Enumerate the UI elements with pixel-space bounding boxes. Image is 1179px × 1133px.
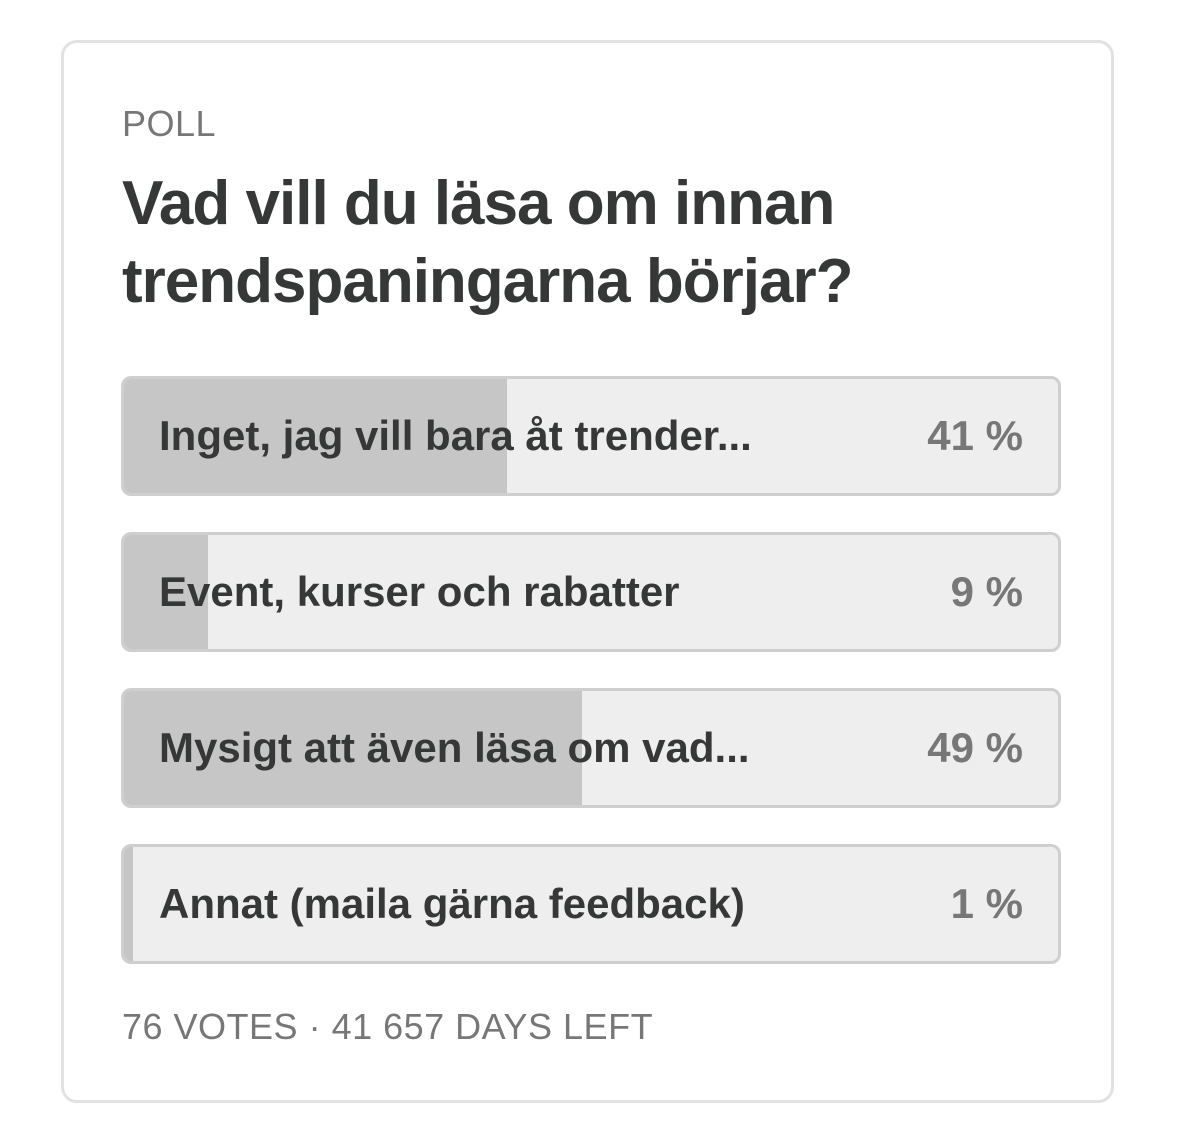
- poll-title: Vad vill du läsa om innan trendspaningar…: [122, 169, 853, 316]
- poll-option-percent: 1 %: [950, 880, 1023, 927]
- poll-option-fill-bar: [124, 691, 582, 805]
- poll-label: POLL: [122, 103, 217, 144]
- poll-option-label: Event, kurser och rabatter: [159, 568, 680, 615]
- poll-option[interactable]: Annat (maila gärna feedback) 1 %: [121, 844, 1061, 964]
- poll-option[interactable]: Inget, jag vill bara åt trender... 41 %: [121, 376, 1061, 496]
- poll-option-fill-bar: [124, 535, 209, 649]
- poll-card: POLL Vad vill du läsa om innan trendspan…: [61, 40, 1114, 1103]
- poll-option-label: Inget, jag vill bara åt trender...: [159, 412, 752, 459]
- poll-option-label: Mysigt att även läsa om vad...: [159, 724, 750, 771]
- poll-option-percent: 9 %: [950, 568, 1023, 615]
- poll-option-percent: 49 %: [927, 724, 1023, 771]
- poll-option-percent: 41 %: [927, 412, 1023, 459]
- poll-footer: 76 VOTES · 41 657 DAYS LEFT: [122, 1006, 654, 1047]
- poll-options: Inget, jag vill bara åt trender... 41 % …: [121, 376, 1061, 1000]
- poll-option-fill-bar: [124, 379, 507, 493]
- poll-option[interactable]: Mysigt att även läsa om vad... 49 %: [121, 688, 1061, 808]
- poll-option[interactable]: Event, kurser och rabatter 9 %: [121, 532, 1061, 652]
- poll-option-label: Annat (maila gärna feedback): [159, 880, 745, 927]
- poll-option-fill-bar: [124, 847, 134, 961]
